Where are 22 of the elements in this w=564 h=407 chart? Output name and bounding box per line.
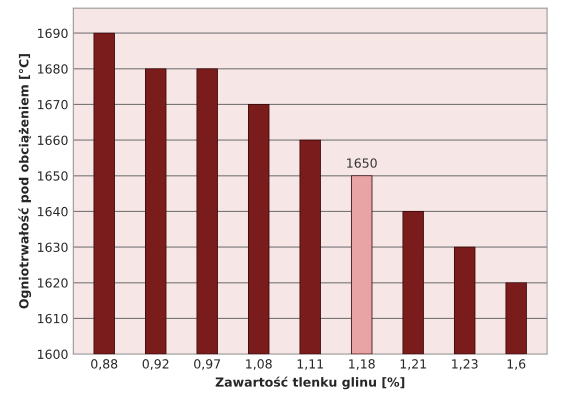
- x-tick-label: 1,23: [452, 359, 478, 370]
- y-tick-label: 1640: [38, 206, 68, 216]
- y-tick-label: 1610: [38, 314, 68, 324]
- x-tick-label: 1,18: [349, 359, 375, 370]
- x-tick-label: 1,08: [246, 359, 272, 370]
- y-tick-label: 1630: [38, 242, 68, 252]
- x-axis-title: Zawartość tlenku glinu [%]: [216, 376, 404, 390]
- y-tick-label: 1620: [38, 278, 68, 288]
- x-tick-label: 1,21: [400, 359, 426, 370]
- x-tick-label: 0,88: [91, 359, 118, 370]
- y-tick-label: 1680: [38, 64, 68, 74]
- x-tick-label: 1,6: [508, 359, 526, 370]
- x-tick-label: 0,92: [142, 359, 168, 370]
- y-tick-label: 1650: [38, 171, 68, 181]
- y-tick-label: 1600: [38, 350, 68, 360]
- y-axis-title: Ogniotrwałość pod obciążeniem [°C]: [18, 54, 32, 309]
- y-tick-label: 1670: [38, 100, 68, 110]
- data-label: 1650: [347, 158, 377, 168]
- x-tick-label: 0,97: [194, 359, 220, 370]
- x-tick-label: 1,11: [298, 359, 323, 370]
- y-tick-label: 1690: [38, 28, 68, 38]
- y-tick-label: 1660: [38, 136, 68, 146]
